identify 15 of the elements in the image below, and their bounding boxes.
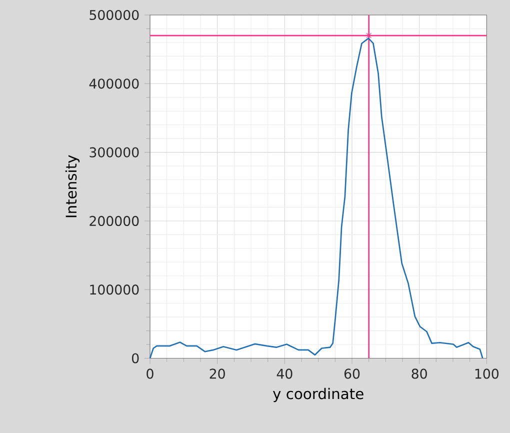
y-tick-label: 300000 bbox=[90, 147, 139, 158]
x-axis-title: y coordinate bbox=[272, 388, 364, 402]
y-tick-label: 0 bbox=[132, 353, 139, 364]
x-tick-label: 20 bbox=[210, 368, 225, 379]
x-tick-label: 80 bbox=[412, 368, 427, 379]
y-tick-label: 100000 bbox=[90, 284, 139, 295]
x-tick-label: 40 bbox=[276, 368, 292, 379]
x-tick-label: 100 bbox=[475, 368, 499, 379]
y-axis-title: Intensity bbox=[65, 155, 80, 218]
y-tick-label: 200000 bbox=[90, 216, 139, 226]
x-tick-label: 60 bbox=[344, 368, 360, 379]
y-tick-label: 400000 bbox=[89, 78, 139, 89]
y-tick-label: 500000 bbox=[90, 10, 139, 20]
line-series bbox=[149, 38, 484, 359]
x-tick-label: 0 bbox=[146, 368, 154, 379]
